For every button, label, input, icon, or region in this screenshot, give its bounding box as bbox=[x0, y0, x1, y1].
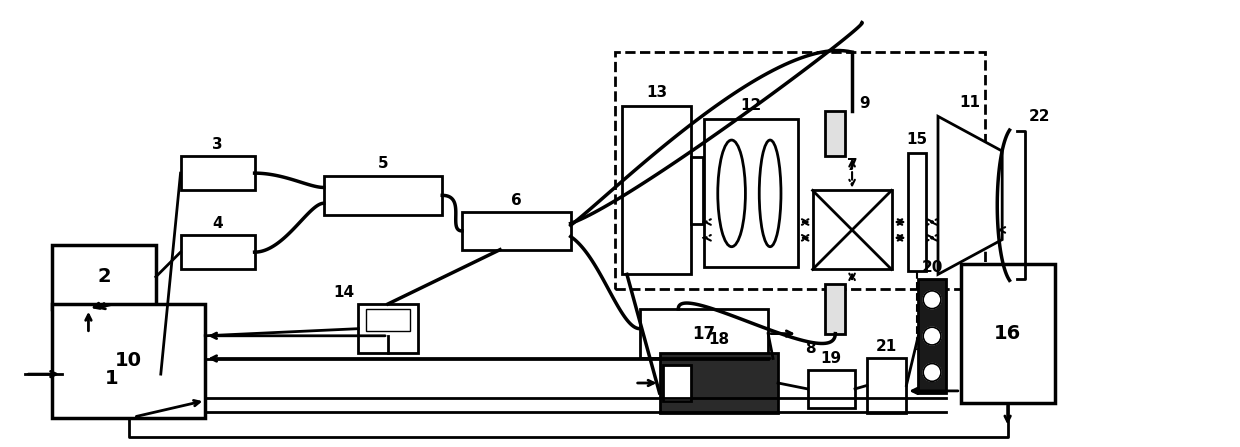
Text: 13: 13 bbox=[646, 85, 667, 100]
Circle shape bbox=[924, 363, 941, 381]
Bar bbox=[463, 212, 570, 250]
Bar bbox=[52, 245, 156, 309]
Bar bbox=[807, 370, 856, 408]
Text: 3: 3 bbox=[212, 136, 223, 152]
Ellipse shape bbox=[759, 140, 781, 247]
Text: 18: 18 bbox=[708, 332, 729, 347]
Bar bbox=[919, 279, 946, 393]
Bar bbox=[961, 265, 1054, 403]
Bar bbox=[622, 106, 691, 274]
Text: 20: 20 bbox=[921, 260, 942, 275]
Text: 14: 14 bbox=[332, 285, 355, 299]
Circle shape bbox=[924, 327, 941, 345]
Bar bbox=[324, 176, 443, 215]
Polygon shape bbox=[937, 116, 1002, 274]
Bar bbox=[704, 119, 797, 267]
Text: 19: 19 bbox=[821, 351, 842, 366]
Bar bbox=[826, 284, 846, 333]
Ellipse shape bbox=[718, 140, 745, 247]
Text: 8: 8 bbox=[805, 341, 816, 356]
Bar bbox=[181, 156, 254, 190]
Text: 15: 15 bbox=[906, 131, 928, 147]
Bar bbox=[615, 52, 986, 289]
Text: 17: 17 bbox=[692, 325, 715, 342]
Bar bbox=[358, 304, 418, 354]
Bar bbox=[660, 354, 777, 413]
Circle shape bbox=[924, 291, 941, 308]
Bar bbox=[909, 153, 926, 271]
Text: 1: 1 bbox=[104, 369, 118, 388]
Bar bbox=[691, 157, 703, 224]
Text: 11: 11 bbox=[960, 95, 981, 110]
Bar bbox=[52, 304, 205, 417]
Text: 21: 21 bbox=[875, 339, 898, 354]
Bar bbox=[826, 111, 846, 156]
Bar bbox=[181, 235, 254, 270]
Text: 12: 12 bbox=[740, 98, 761, 113]
Text: 10: 10 bbox=[115, 351, 143, 370]
Text: 9: 9 bbox=[859, 96, 870, 111]
Bar bbox=[366, 309, 409, 331]
FancyBboxPatch shape bbox=[62, 338, 161, 417]
Text: 4: 4 bbox=[212, 215, 223, 231]
Bar bbox=[640, 309, 768, 358]
Bar bbox=[663, 365, 691, 401]
Text: 7: 7 bbox=[847, 158, 857, 173]
Text: 16: 16 bbox=[994, 324, 1022, 343]
Bar bbox=[867, 358, 906, 413]
Text: 2: 2 bbox=[97, 267, 110, 287]
Text: 6: 6 bbox=[511, 193, 522, 208]
Text: 5: 5 bbox=[378, 156, 388, 171]
Bar bbox=[812, 190, 892, 270]
Text: 22: 22 bbox=[1029, 109, 1050, 124]
